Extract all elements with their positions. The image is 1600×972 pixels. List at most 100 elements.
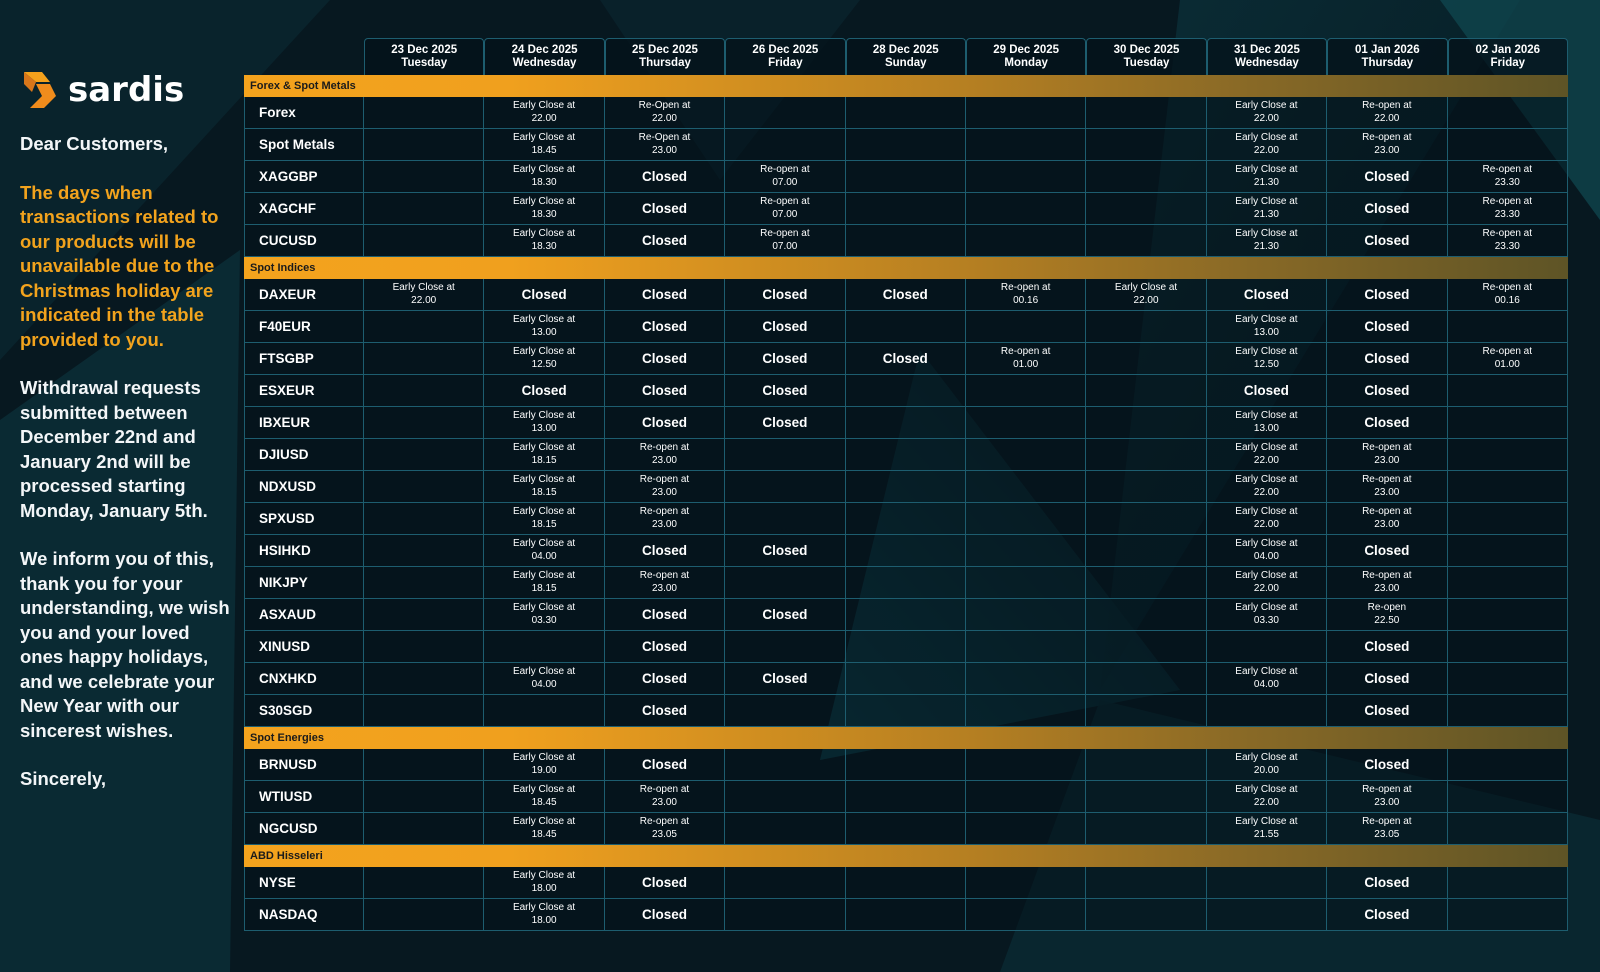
cell-note: 23.00 <box>1374 518 1400 530</box>
schedule-cell: Closed <box>604 225 726 257</box>
table-row: NYSE Early Close at 18.00 Closed Closed <box>244 867 1568 899</box>
column-date: 31 Dec 2025 <box>1233 44 1300 56</box>
cell-note: 13.00 <box>1253 326 1279 338</box>
schedule-cell <box>965 867 1087 899</box>
cell-note: Re-open at <box>1362 132 1412 143</box>
schedule-cell <box>1086 503 1207 535</box>
table-row: DAXEUR Early Close at 22.00 Closed Closed Clo… <box>244 279 1568 311</box>
cell-note: 23.05 <box>651 828 677 840</box>
schedule-cell: Early Close at 18.45 <box>484 129 605 161</box>
cell-note: 22.00 <box>411 294 437 306</box>
cell-status: Closed <box>1243 286 1289 302</box>
table-row: Forex Early Close at 22.00 Re-Open at 22.00 E… <box>244 97 1568 129</box>
table-row: NDXUSD Early Close at 18.15 Re-open at 23.00… <box>244 471 1568 503</box>
cell-note: 18.15 <box>531 454 557 466</box>
cell-status: Closed <box>1364 350 1410 366</box>
cell-note: 21.30 <box>1253 240 1279 252</box>
schedule-cell: Early Close at 22.00 <box>364 279 485 311</box>
schedule-cell: Early Close at 13.00 <box>484 311 605 343</box>
schedule-cell: Closed <box>1327 867 1448 899</box>
cell-note: Re-open at <box>760 228 810 239</box>
cell-note: Early Close at <box>1235 784 1298 795</box>
schedule-cell: Early Close at 18.30 <box>484 225 605 257</box>
instrument-name: CUCUSD <box>244 225 364 257</box>
cell-note: 18.00 <box>531 882 557 894</box>
cell-note: Re-open at <box>639 784 690 795</box>
schedule-cell <box>364 599 485 631</box>
schedule-cell <box>845 471 966 503</box>
cell-note: Re-open at <box>639 442 690 453</box>
column-weekday: Sunday <box>884 57 927 69</box>
schedule-cell <box>1206 867 1328 899</box>
cell-note: Re-open at <box>760 196 810 207</box>
schedule-cell: Re-open at 23.00 <box>1327 503 1448 535</box>
cell-status: Closed <box>1364 670 1410 686</box>
cell-note: 22.50 <box>1374 614 1400 626</box>
schedule-cell <box>1447 567 1568 599</box>
schedule-cell <box>845 503 966 535</box>
cell-status: Closed <box>762 670 808 686</box>
schedule-cell: Early Close at 18.00 <box>484 899 605 931</box>
cell-status: Closed <box>641 906 687 922</box>
cell-note: Early Close at <box>512 132 576 143</box>
cell-status: Closed <box>1364 286 1410 302</box>
schedule-cell: Closed <box>604 749 726 781</box>
table-row: NGCUSD Early Close at 18.45 Re-open at 23.05… <box>244 813 1568 845</box>
schedule-cell: Closed <box>604 375 726 407</box>
cell-note: Re-open at <box>1482 346 1532 357</box>
cell-note: 04.00 <box>531 550 557 562</box>
instrument-name: IBXEUR <box>244 407 364 439</box>
schedule-cell <box>364 97 485 129</box>
schedule-cell: Closed <box>1327 695 1448 727</box>
schedule-cell <box>1447 631 1568 663</box>
cell-status: Closed <box>1364 382 1410 398</box>
table-row: CUCUSD Early Close at 18.30 Closed Re-open a… <box>244 225 1568 257</box>
schedule-cell <box>845 631 966 663</box>
cell-note: Re-Open at <box>638 132 691 143</box>
table-row: DJIUSD Early Close at 18.15 Re-open at 23.00… <box>244 439 1568 471</box>
section-header-row: Spot Indices <box>244 257 1568 279</box>
table-row: FTSGBP Early Close at 12.50 Closed Closed Clo… <box>244 343 1568 375</box>
cell-note: Early Close at <box>512 346 576 357</box>
schedule-cell: Early Close at 22.00 <box>1206 503 1328 535</box>
cell-note: 18.45 <box>531 828 557 840</box>
cell-note: 18.30 <box>531 208 557 220</box>
schedule-cell: Early Close at 13.00 <box>1206 407 1328 439</box>
table-row: XAGGBP Early Close at 18.30 Closed Re-open a… <box>244 161 1568 193</box>
schedule-cell: Closed <box>1327 631 1448 663</box>
section-header-row: Spot Energies <box>244 727 1568 749</box>
table-row: WTIUSD Early Close at 18.45 Re-open at 23.00… <box>244 781 1568 813</box>
cell-status: Closed <box>641 670 687 686</box>
cell-status: Closed <box>641 756 687 772</box>
schedule-cell <box>965 631 1087 663</box>
cell-note: 20.00 <box>1253 764 1279 776</box>
cell-note: Re-Open at <box>638 100 691 111</box>
schedule-cell <box>845 567 966 599</box>
instrument-name: XINUSD <box>244 631 364 663</box>
schedule-cell <box>965 695 1087 727</box>
cell-status: Closed <box>1364 756 1410 772</box>
column-header: 28 Dec 2025 Sunday <box>845 38 966 75</box>
cell-note: 01.00 <box>1013 358 1039 370</box>
schedule-cell: Closed <box>604 161 726 193</box>
cell-status: Closed <box>641 638 687 654</box>
cell-note: 18.45 <box>531 144 557 156</box>
schedule-cell: Re-Open at 22.00 <box>604 97 726 129</box>
schedule-cell: Re-open at 07.00 <box>725 193 846 225</box>
instrument-name: DAXEUR <box>244 279 364 311</box>
cell-note: Early Close at <box>1235 442 1298 453</box>
schedule-cell: Early Close at 18.45 <box>484 781 605 813</box>
column-weekday: Thursday <box>1361 57 1414 69</box>
column-header: 25 Dec 2025 Thursday <box>604 38 726 75</box>
greeting-text: Dear Customers, <box>20 133 169 154</box>
cell-note: 23.00 <box>1374 486 1400 498</box>
instrument-name: XAGCHF <box>244 193 364 225</box>
cell-note: Re-open at <box>1362 474 1412 485</box>
schedule-cell: Closed <box>604 867 726 899</box>
cell-note: Re-open at <box>639 506 690 517</box>
schedule-cell: Closed <box>604 343 726 375</box>
cell-note: 03.30 <box>531 614 557 626</box>
cell-note: Re-open at <box>1482 164 1532 175</box>
schedule-cell <box>845 407 966 439</box>
cell-status: Closed <box>1364 318 1410 334</box>
